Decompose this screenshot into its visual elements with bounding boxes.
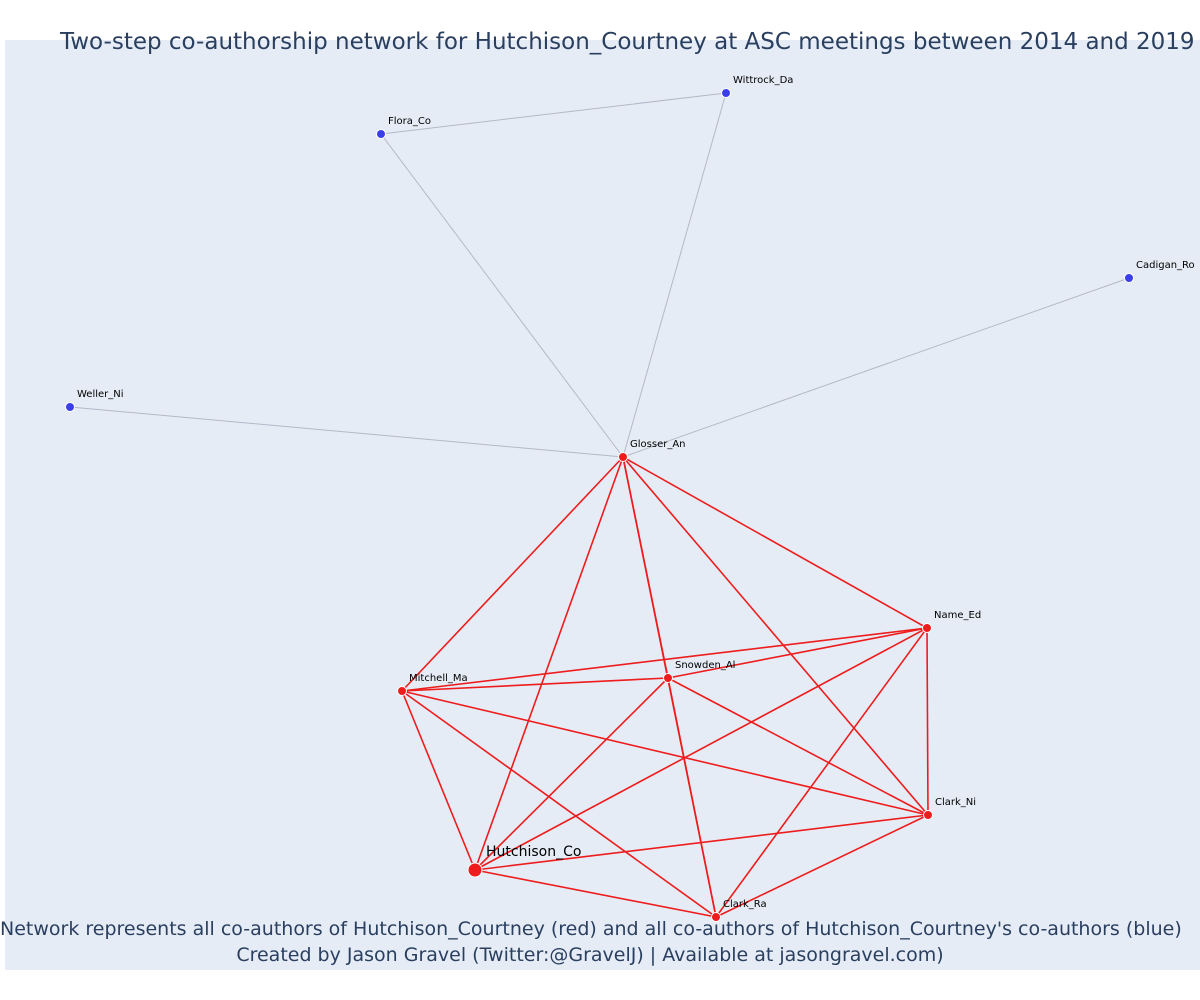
node-Name_Ed[interactable] — [922, 623, 932, 633]
edge-Name_Ed-Clark_Ni — [926, 627, 929, 816]
caption-line-1: Network represents all co-authors of Hut… — [0, 918, 1182, 940]
edge-Mitchell_Ma-Clark_Ni — [401, 690, 929, 816]
edge-Flora_Co-Glosser_An — [380, 133, 624, 458]
node-Wittrock_Da[interactable] — [721, 88, 731, 98]
edge-Mitchell_Ma-Clark_Ra — [401, 690, 717, 918]
edge-Clark_Ni-Clark_Ra — [715, 814, 929, 918]
edge-Name_Ed-Clark_Ra — [715, 627, 928, 918]
node-label-Weller_Ni: Weller_Ni — [77, 389, 124, 400]
edge-Snowden_Al-Name_Ed — [667, 627, 928, 679]
node-label-Snowden_Al: Snowden_Al — [675, 660, 735, 671]
node-Glosser_An[interactable] — [618, 452, 628, 462]
edge-Snowden_Al-Clark_Ra — [667, 677, 717, 918]
caption-line-2: Created by Jason Gravel (Twitter:@Gravel… — [236, 944, 944, 966]
node-label-Flora_Co: Flora_Co — [388, 116, 431, 127]
node-label-Clark_Ni: Clark_Ni — [935, 797, 976, 808]
chart-title: Two-step co-authorship network for Hutch… — [60, 29, 1195, 55]
edge-Glosser_An-Name_Ed — [622, 456, 928, 629]
node-label-Name_Ed: Name_Ed — [934, 610, 981, 621]
edges-layer — [69, 92, 1130, 918]
edge-Mitchell_Ma-Snowden_Al — [401, 677, 669, 692]
edge-Flora_Co-Wittrock_Da — [380, 92, 727, 135]
labels-layer: Hutchison_Co Glosser_An Name_Ed Snowden_Al M… — [77, 75, 1195, 910]
node-Weller_Ni[interactable] — [65, 402, 75, 412]
node-Flora_Co[interactable] — [376, 129, 386, 139]
node-Clark_Ni[interactable] — [923, 810, 933, 820]
node-label-Mitchell_Ma: Mitchell_Ma — [409, 673, 468, 684]
node-label-Clark_Ra: Clark_Ra — [723, 899, 767, 910]
edge-Hutchison_Co-Clark_Ra — [474, 869, 717, 918]
nodes-layer — [65, 88, 1134, 922]
edge-Hutchison_Co-Clark_Ni — [474, 814, 929, 871]
node-Snowden_Al[interactable] — [663, 673, 673, 683]
edge-Snowden_Al-Clark_Ni — [667, 677, 929, 816]
node-label-Cadigan_Ro: Cadigan_Ro — [1136, 260, 1195, 271]
node-Cadigan_Ro[interactable] — [1124, 273, 1134, 283]
edge-Name_Ed-Hutchison_Co — [474, 627, 928, 871]
node-Mitchell_Ma[interactable] — [397, 686, 407, 696]
edge-Weller_Ni-Glosser_An — [69, 406, 624, 458]
edge-Glosser_An-Mitchell_Ma — [401, 456, 624, 692]
node-label-Hutchison_Co: Hutchison_Co — [486, 844, 581, 860]
node-label-Glosser_An: Glosser_An — [630, 439, 686, 450]
plot-background — [5, 40, 1200, 970]
edge-Mitchell_Ma-Hutchison_Co — [401, 690, 476, 871]
node-label-Wittrock_Da: Wittrock_Da — [733, 75, 793, 86]
edge-Cadigan_Ro-Glosser_An — [622, 277, 1130, 458]
node-Hutchison_Co[interactable] — [467, 862, 483, 878]
edge-Glosser_An-Clark_Ni — [622, 456, 929, 816]
edge-Wittrock_Da-Glosser_An — [622, 92, 727, 458]
edge-Snowden_Al-Hutchison_Co — [474, 677, 669, 871]
edge-Glosser_An-Hutchison_Co — [474, 456, 624, 871]
node-Clark_Ra[interactable] — [711, 912, 721, 922]
edge-Mitchell_Ma-Name_Ed — [401, 627, 928, 692]
